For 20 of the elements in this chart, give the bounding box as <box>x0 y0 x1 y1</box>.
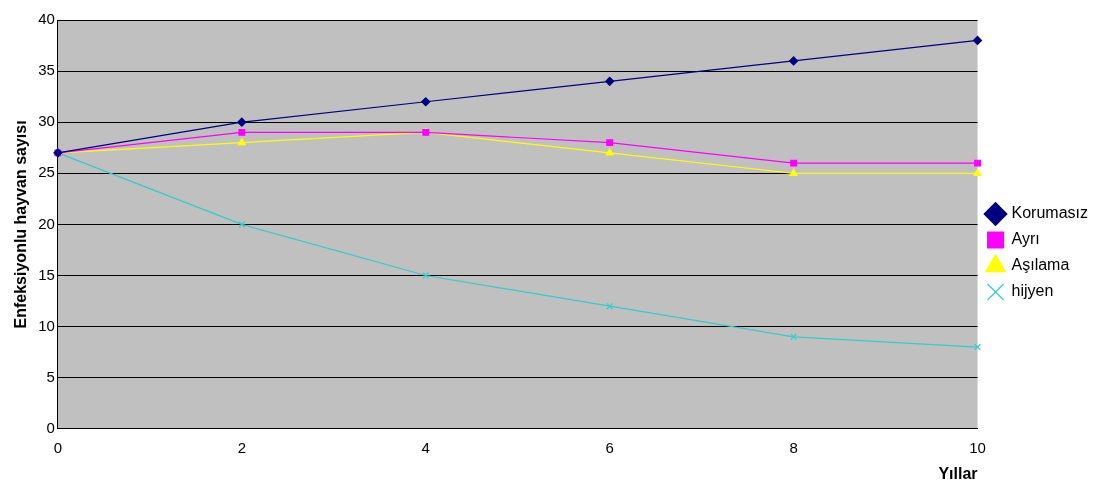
y-tick-label: 15 <box>38 265 55 283</box>
x-tick-label: 10 <box>969 438 986 456</box>
y-tick-label: 25 <box>38 163 55 181</box>
x-tick-label: 6 <box>605 438 614 456</box>
legend-label: Ayrı <box>1011 230 1040 248</box>
y-tick-label: 35 <box>38 61 55 79</box>
x-tick-label: 2 <box>237 438 246 456</box>
x-tick-label: 8 <box>789 438 798 456</box>
y-tick-label: 0 <box>46 418 55 436</box>
y-tick-label: 5 <box>46 367 55 385</box>
y-tick-label: 40 <box>38 10 55 28</box>
legend-label: Aşılama <box>1011 256 1070 274</box>
x-axis-title: Yıllar <box>938 464 978 482</box>
legend-label: hijyen <box>1011 282 1054 300</box>
y-axis-title: Enfeksiyonlu hayvan sayısı <box>12 120 30 329</box>
y-tick-label: 30 <box>38 112 55 130</box>
y-tick-label: 20 <box>38 214 55 232</box>
y-tick-label: 10 <box>38 316 55 334</box>
x-tick-label: 4 <box>421 438 430 456</box>
legend-label: Korumasız <box>1011 204 1088 222</box>
